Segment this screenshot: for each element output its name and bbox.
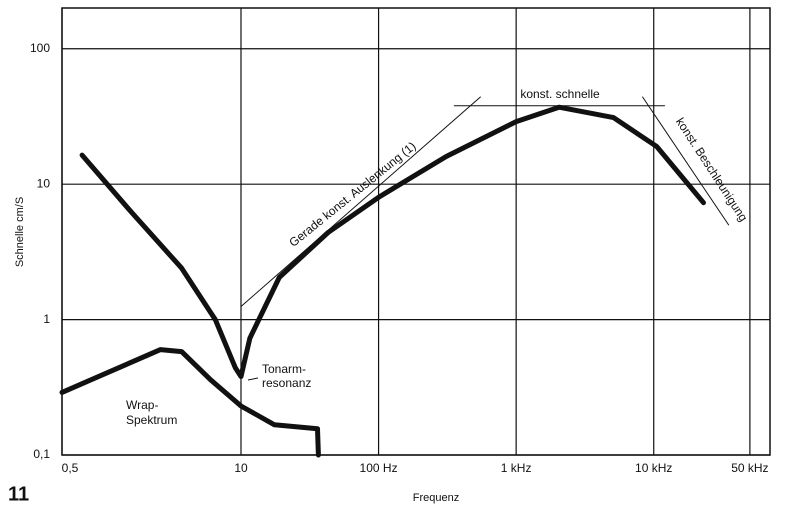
annotation: konst. schnelle <box>520 87 600 101</box>
x-tick-label: 10 <box>234 461 248 475</box>
x-axis-label: Frequenz <box>413 492 459 504</box>
y-tick-label: 0,1 <box>33 447 50 461</box>
data-line <box>59 347 321 458</box>
x-tick-label: 1 kHz <box>501 461 532 475</box>
data-line <box>79 104 706 379</box>
x-tick-label: 10 kHz <box>635 461 672 475</box>
plot-frame <box>61 7 771 456</box>
x-tick-label: 100 Hz <box>360 461 398 475</box>
data-line <box>240 96 481 307</box>
annotation: konst. Beschleunigung <box>673 115 751 224</box>
figure-number: 11 <box>8 483 29 505</box>
y-axis-label: Schnelle cm/S <box>14 197 26 267</box>
leader-line <box>247 377 259 381</box>
annotation: Wrap- <box>126 398 158 412</box>
y-tick-label: 10 <box>37 176 51 190</box>
y-tick-label: 1 <box>43 312 50 326</box>
x-tick-label: 0,5 <box>62 461 79 475</box>
annotation: Tonarm- <box>262 362 306 376</box>
annotation: Gerade konst. Auslenkung (1) <box>286 139 418 250</box>
annotation: resonanz <box>262 376 311 390</box>
x-tick-label: 50 kHz <box>731 461 768 475</box>
annotation: Spektrum <box>126 413 177 427</box>
data-line <box>642 96 730 226</box>
y-tick-label: 100 <box>30 41 50 55</box>
